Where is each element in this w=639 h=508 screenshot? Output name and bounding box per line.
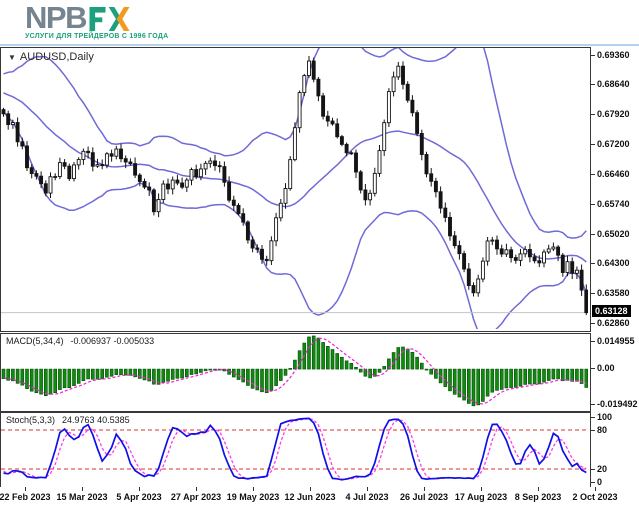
macd-panel[interactable]: MACD(5,34,4) -0.006937 -0.005033 xyxy=(0,333,591,412)
y-axis-label: 0.67200 xyxy=(591,138,630,149)
macd-histogram xyxy=(1,335,588,407)
stoch-indicator-label: Stoch(5,3,3) 24.9763 40.5385 xyxy=(6,415,130,425)
macd-canvas[interactable] xyxy=(1,334,588,409)
time-axis-tick xyxy=(25,487,26,491)
time-axis-tick xyxy=(538,487,539,491)
y-axis-label: 0.66460 xyxy=(591,169,630,180)
x-axis-label: 8 Sep 2023 xyxy=(514,492,562,502)
x-axis-label: 12 Jun 2023 xyxy=(284,492,336,502)
stoch-k-line xyxy=(3,417,587,481)
y-axis-label: 0.62860 xyxy=(591,317,630,328)
time-axis-tick xyxy=(82,487,83,491)
time-axis-tick xyxy=(367,487,368,491)
y-axis-label: 0.00 xyxy=(591,363,615,374)
y-axis-label: 0.014955 xyxy=(591,335,635,346)
chart-dropdown-icon[interactable]: ▼ xyxy=(8,53,16,62)
x-axis-label: 17 Aug 2023 xyxy=(454,492,508,502)
current-price-tag: 0.63128 xyxy=(592,304,631,317)
stoch-d-line xyxy=(3,418,587,480)
main-chart-panel[interactable]: ▼ AUDUSD,Daily xyxy=(0,47,591,332)
y-axis-label: 100 xyxy=(590,412,613,422)
y-axis-label: 0.68640 xyxy=(591,79,630,90)
y-axis-label: 20 xyxy=(590,464,608,474)
y-axis-label: 0.63580 xyxy=(591,287,630,298)
time-axis-tick xyxy=(196,487,197,491)
logo-npb-text: NPB xyxy=(25,0,87,35)
candles xyxy=(1,56,588,316)
stoch-values: 24.9763 40.5385 xyxy=(62,415,130,425)
stoch-name: Stoch(5,3,3) xyxy=(6,415,56,425)
logo-fx-mark xyxy=(89,7,130,31)
y-axis-label: 0.64300 xyxy=(591,258,630,269)
y-axis-label: -0.019492 xyxy=(591,399,638,410)
stochastic-panel[interactable]: Stoch(5,3,3) 24.9763 40.5385 xyxy=(0,412,591,489)
main-price-canvas[interactable] xyxy=(1,48,588,329)
time-axis-tick xyxy=(595,487,596,491)
x-axis-label: 22 Feb 2023 xyxy=(0,492,51,502)
x-axis-label: 15 Mar 2023 xyxy=(56,492,108,502)
x-axis-label: 27 Apr 2023 xyxy=(170,492,222,502)
macd-signal-line xyxy=(3,337,587,405)
y-axis-label: 0.67920 xyxy=(591,108,630,119)
time-axis-tick xyxy=(424,487,425,491)
stochastic-axis[interactable]: 100 80 20 0 xyxy=(590,412,639,487)
npbfx-logo: NPB УСЛУГИ ДЛЯ ТРЕЙДЕРОВ С 1996 ГОДА xyxy=(25,0,169,40)
macd-name: MACD(5,34,4) xyxy=(6,336,64,346)
symbol-timeframe-text: AUDUSD,Daily xyxy=(19,51,94,63)
header: NPB УСЛУГИ ДЛЯ ТРЕЙДЕРОВ С 1996 ГОДА xyxy=(0,0,639,44)
x-axis-label: 4 Jul 2023 xyxy=(345,492,389,502)
macd-values: -0.006937 -0.005033 xyxy=(70,336,155,346)
y-axis-label: 80 xyxy=(590,425,608,435)
macd-axis[interactable]: 0.014955 0.00 -0.019492 xyxy=(591,333,639,410)
bollinger-lower-band xyxy=(2,111,588,329)
y-axis-label: 0.65740 xyxy=(591,198,630,209)
time-axis-tick xyxy=(310,487,311,491)
time-axis[interactable]: 22 Feb 2023 15 Mar 2023 5 Apr 2023 27 Apr 2… xyxy=(0,487,639,508)
bollinger-middle-band xyxy=(3,92,587,263)
price-axis[interactable]: 0.63128 0.69360 0.68640 0.67920 0.67200 0.66… xyxy=(591,47,639,332)
y-axis-label: 0.65020 xyxy=(591,228,630,239)
logo-tagline: УСЛУГИ ДЛЯ ТРЕЙДЕРОВ С 1996 ГОДА xyxy=(25,33,169,40)
x-axis-label: 5 Apr 2023 xyxy=(116,492,162,502)
time-axis-tick xyxy=(139,487,140,491)
macd-indicator-label: MACD(5,34,4) -0.006937 -0.005033 xyxy=(6,336,154,346)
time-axis-tick xyxy=(253,487,254,491)
symbol-timeframe-label[interactable]: ▼ AUDUSD,Daily xyxy=(8,51,94,63)
x-axis-label: 2 Oct 2023 xyxy=(572,492,618,502)
x-axis-label: 26 Jul 2023 xyxy=(399,492,449,502)
stochastic-canvas[interactable] xyxy=(1,413,588,486)
y-axis-label: 0.69360 xyxy=(591,49,630,60)
y-axis-label: 0 xyxy=(590,477,603,487)
time-axis-tick xyxy=(481,487,482,491)
top-divider xyxy=(0,44,639,46)
x-axis-label: 19 May 2023 xyxy=(226,492,280,502)
